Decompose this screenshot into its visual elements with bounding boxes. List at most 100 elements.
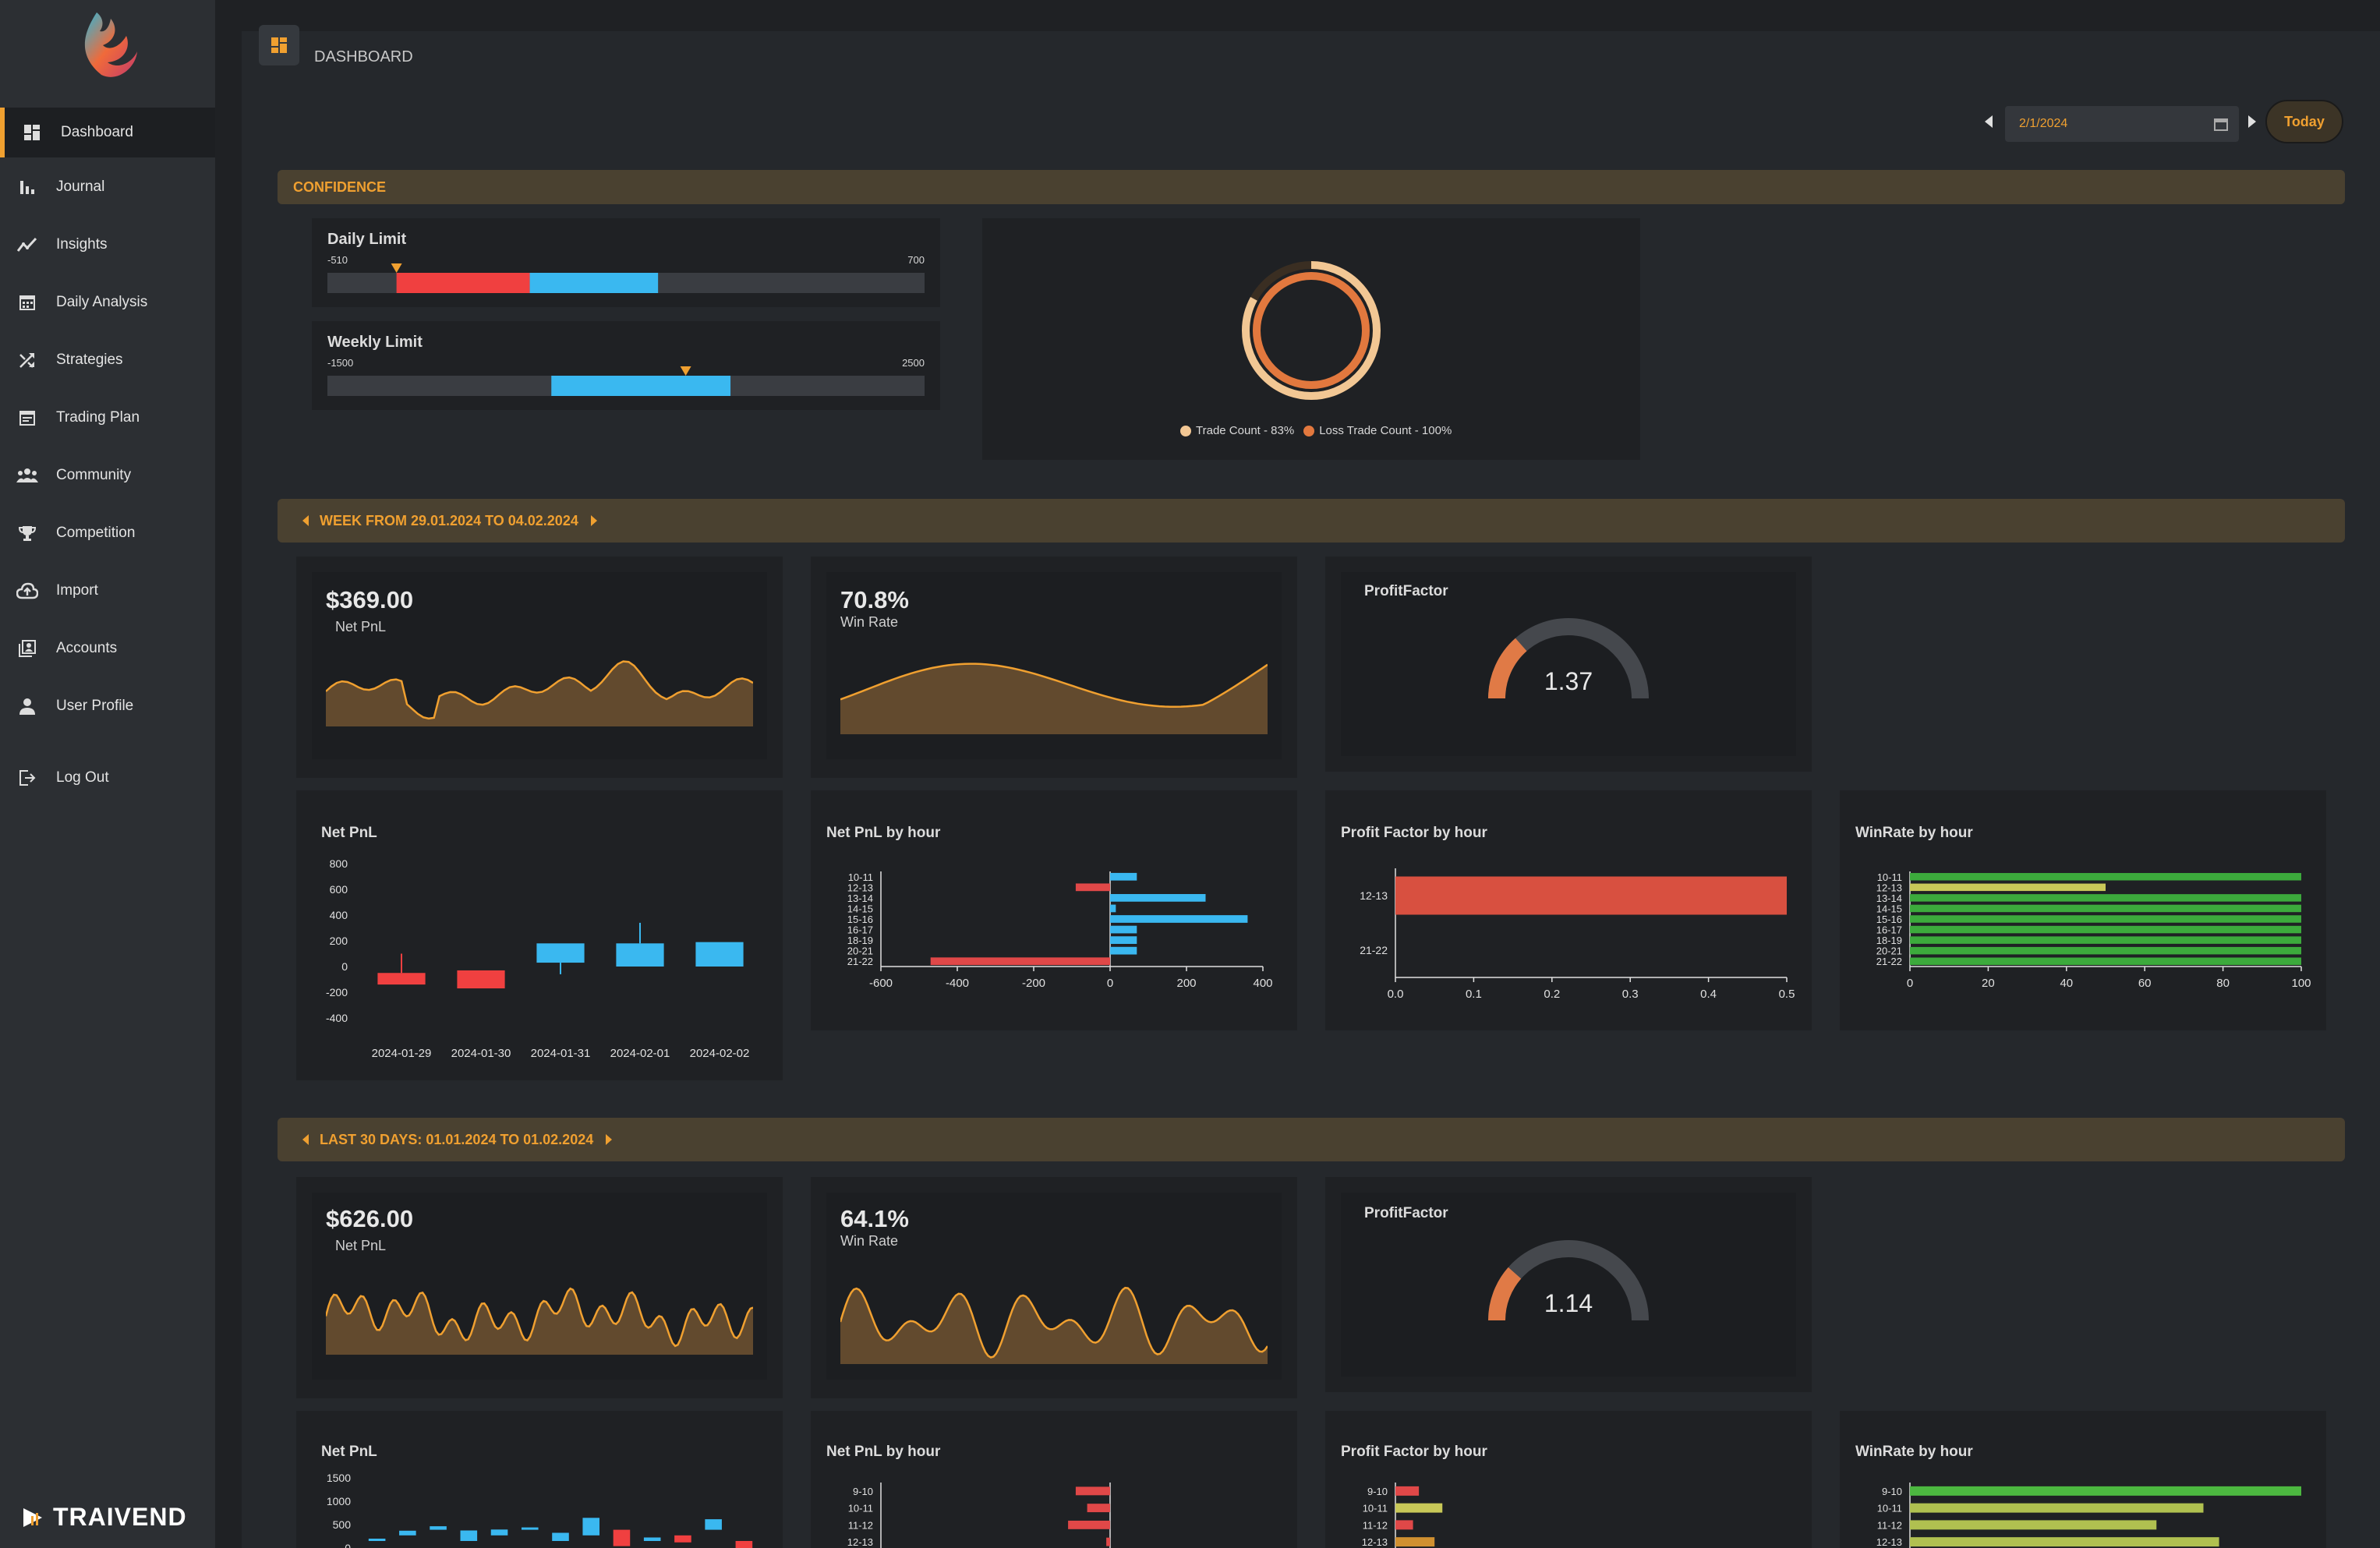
- candle-body: [521, 1527, 539, 1530]
- category-label: 21-22: [1360, 944, 1388, 956]
- month-winrate-value: 64.1%: [840, 1205, 909, 1232]
- month-wrh-card: WinRate by hour 9-1010-1111-1212-1313-14…: [1840, 1411, 2326, 1548]
- category-label: 18-19: [847, 935, 873, 946]
- month-pfh-card: Profit Factor by hour 9-10 10-11 11-12 12-1…: [1325, 1411, 1812, 1548]
- category-label: 9-10: [1882, 1486, 1902, 1497]
- week-next-icon[interactable]: [589, 514, 599, 528]
- week-winrate-sparkline: [840, 663, 1268, 734]
- category-label: 14-15: [1876, 903, 1902, 914]
- trend-icon: [16, 233, 39, 256]
- x-tick-label: 0.0: [1388, 988, 1404, 1001]
- bar: [1106, 1537, 1110, 1546]
- bar: [1910, 1537, 2219, 1547]
- weekly-limit-card: Weekly Limit -1500 2500: [312, 321, 940, 410]
- week-netpnl-value: $369.00: [326, 586, 414, 613]
- category-label: 12-13: [1876, 882, 1902, 893]
- week-wrh-card: WinRate by hour 10-11 12-13 13-14 14-15 15-1…: [1840, 790, 2326, 1030]
- category-label: 16-17: [1876, 924, 1902, 936]
- sidebar-item-user-profile[interactable]: User Profile: [0, 681, 215, 731]
- sidebar-item-log-out[interactable]: Log Out: [0, 753, 215, 803]
- sidebar-item-label: Accounts: [56, 640, 118, 656]
- daily-limit-min: -510: [327, 254, 348, 266]
- sidebar-item-strategies[interactable]: Strategies: [0, 335, 215, 385]
- category-label: 9-10: [853, 1486, 873, 1497]
- month-winrate-card: 64.1% Win Rate: [811, 1177, 1297, 1398]
- candle-body: [368, 1539, 386, 1541]
- legend-dot: [1303, 425, 1315, 436]
- legend-trade-count: Trade Count - 83%: [1196, 424, 1295, 437]
- dashboard-icon: [20, 121, 44, 144]
- daily-limit-max: 700: [907, 254, 925, 266]
- week-candle-title: Net PnL: [321, 825, 377, 841]
- calendar-picker-icon[interactable]: [2214, 117, 2228, 131]
- bar: [1110, 925, 1137, 934]
- weekly-limit-marker: [680, 366, 691, 376]
- candle-body: [705, 1519, 722, 1530]
- candle-body: [613, 1529, 631, 1546]
- category-label: 15-16: [1876, 914, 1902, 925]
- daily-limit-red-segment: [396, 273, 530, 293]
- brand-logo: TRAIVEND: [20, 1503, 187, 1532]
- week-wrh-title: WinRate by hour: [1855, 825, 1973, 841]
- x-tick-label: 400: [1253, 977, 1272, 990]
- week-prev-icon[interactable]: [301, 514, 310, 528]
- x-tick-label: -200: [1022, 977, 1045, 990]
- month-candle-card: Net PnL 1500 1000 500 0: [296, 1411, 783, 1548]
- candle-body: [536, 943, 585, 963]
- loss-trade-count-ring: [1253, 272, 1370, 389]
- sidebar-item-competition[interactable]: Competition: [0, 508, 215, 558]
- month-winrate-label: Win Rate: [840, 1233, 899, 1249]
- month-pf-card: ProfitFactor 1.14: [1325, 1177, 1812, 1392]
- sidebar-item-import[interactable]: Import: [0, 566, 215, 616]
- sidebar-item-label: Competition: [56, 525, 136, 541]
- x-tick-label: -400: [946, 977, 969, 990]
- week-netpnl-label: Net PnL: [335, 619, 387, 634]
- x-tick-label: 20: [1982, 977, 1995, 990]
- month-prev-icon[interactable]: [301, 1133, 310, 1147]
- trophy-icon: [16, 521, 39, 545]
- spark-line: [840, 1286, 1268, 1359]
- bar-chart-icon: [16, 175, 39, 199]
- today-button[interactable]: Today: [2265, 100, 2343, 143]
- week-pf-gauge: [1488, 618, 1649, 699]
- calendar-icon: [16, 291, 39, 314]
- sidebar-item-accounts[interactable]: Accounts: [0, 624, 215, 673]
- sidebar-item-daily-analysis[interactable]: Daily Analysis: [0, 277, 215, 327]
- category-label: 13-14: [1876, 892, 1902, 904]
- bar: [1910, 915, 2301, 923]
- category-label: 10-11: [1877, 871, 1902, 883]
- y-tick-label: 600: [330, 883, 348, 896]
- weekly-limit-max: 2500: [902, 357, 925, 369]
- month-next-icon[interactable]: [604, 1133, 614, 1147]
- cloud-upload-icon: [16, 579, 39, 603]
- date-prev-icon[interactable]: [1983, 114, 1994, 129]
- month-wrh-title: WinRate by hour: [1855, 1444, 1973, 1460]
- week-section-header: WEEK FROM 29.01.2024 TO 04.02.2024: [278, 499, 2345, 543]
- week-pfh-card: Profit Factor by hour 12-13 21-22 0.0 0.1 0.…: [1325, 790, 1812, 1030]
- candle-body: [674, 1535, 691, 1543]
- sidebar-item-trading-plan[interactable]: Trading Plan: [0, 393, 215, 443]
- weekly-limit-blue-segment: [551, 376, 731, 396]
- sidebar-item-community[interactable]: Community: [0, 451, 215, 500]
- bar: [1910, 1503, 2204, 1513]
- bar: [1395, 876, 1787, 915]
- x-tick-label: 2024-01-31: [531, 1047, 591, 1060]
- weekly-limit-title: Weekly Limit: [327, 334, 423, 351]
- sidebar-item-label: Insights: [56, 236, 108, 253]
- bar: [1910, 1486, 2301, 1496]
- candle-body: [695, 942, 744, 967]
- candle-body: [643, 1537, 661, 1541]
- bar: [1395, 1520, 1413, 1530]
- month-pf-gauge: [1488, 1240, 1649, 1321]
- sidebar-item-dashboard[interactable]: Dashboard: [0, 108, 215, 157]
- daily-limit-marker: [391, 263, 402, 273]
- date-input[interactable]: 2/1/2024: [2005, 106, 2239, 142]
- category-label: 20-21: [1876, 945, 1902, 957]
- date-next-icon[interactable]: [2247, 114, 2258, 129]
- bar: [1068, 1520, 1110, 1529]
- bar: [1910, 1520, 2157, 1530]
- sidebar-item-journal[interactable]: Journal: [0, 162, 215, 212]
- sidebar-item-insights[interactable]: Insights: [0, 220, 215, 270]
